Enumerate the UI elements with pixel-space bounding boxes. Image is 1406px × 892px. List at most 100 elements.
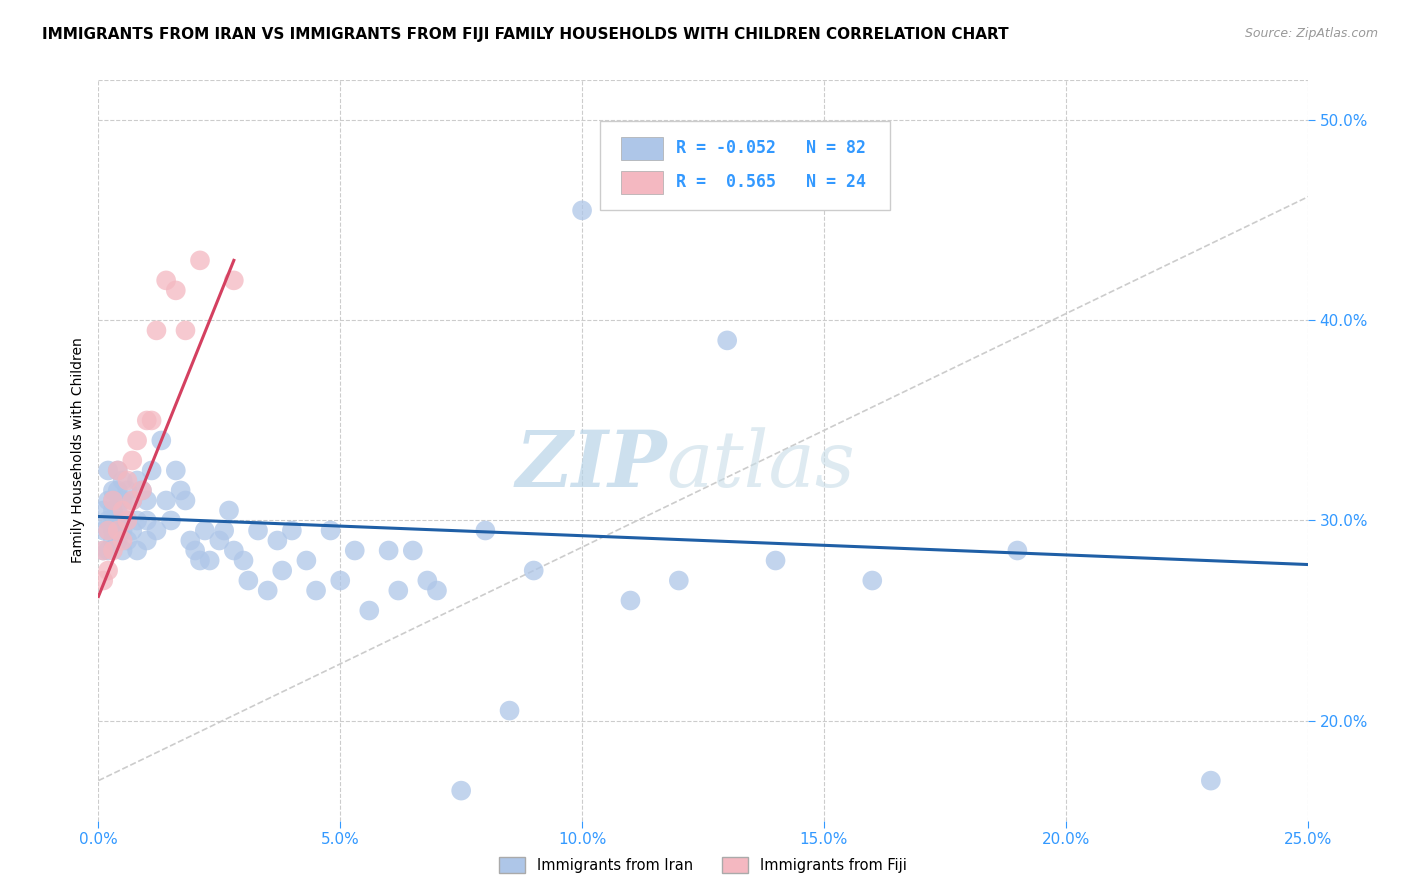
Point <box>169 483 191 498</box>
Text: R =  0.565   N = 24: R = 0.565 N = 24 <box>676 173 866 192</box>
Point <box>179 533 201 548</box>
Point <box>402 543 425 558</box>
Point <box>222 273 245 287</box>
Point <box>107 533 129 548</box>
Point <box>194 524 217 538</box>
Point <box>97 463 120 477</box>
Point <box>111 543 134 558</box>
Point <box>619 593 641 607</box>
Point <box>523 564 546 578</box>
Point <box>131 483 153 498</box>
FancyBboxPatch shape <box>621 170 664 194</box>
Point <box>165 284 187 298</box>
Point <box>101 533 124 548</box>
Point <box>474 524 496 538</box>
Point <box>141 463 163 477</box>
Point <box>131 483 153 498</box>
Point <box>359 603 381 617</box>
Point <box>141 413 163 427</box>
Point <box>377 543 399 558</box>
Point <box>121 453 143 467</box>
Point <box>271 564 294 578</box>
Point <box>101 543 124 558</box>
Point <box>97 514 120 528</box>
Point <box>295 553 318 567</box>
Point <box>107 524 129 538</box>
Point <box>571 203 593 218</box>
Point <box>127 474 149 488</box>
Point <box>232 553 254 567</box>
Point <box>117 514 139 528</box>
Point <box>97 564 120 578</box>
Point <box>135 413 157 427</box>
Point <box>450 783 472 797</box>
Point <box>498 704 520 718</box>
Point <box>117 474 139 488</box>
Text: atlas: atlas <box>666 427 855 503</box>
Point <box>111 524 134 538</box>
Point <box>97 493 120 508</box>
Point <box>101 514 124 528</box>
Point <box>111 493 134 508</box>
Point <box>97 543 120 558</box>
Point <box>160 514 183 528</box>
Point <box>101 503 124 517</box>
Point <box>329 574 352 588</box>
Point <box>184 543 207 558</box>
Point <box>1007 543 1029 558</box>
Point <box>343 543 366 558</box>
Text: ZIP: ZIP <box>515 427 666 503</box>
Point <box>97 524 120 538</box>
Point <box>319 524 342 538</box>
Point <box>208 533 231 548</box>
Point <box>218 503 240 517</box>
Point <box>101 493 124 508</box>
Point <box>281 524 304 538</box>
Text: R = -0.052   N = 82: R = -0.052 N = 82 <box>676 139 866 157</box>
Point <box>111 474 134 488</box>
Point <box>101 483 124 498</box>
Point <box>174 493 197 508</box>
Point <box>121 493 143 508</box>
Point <box>212 524 235 538</box>
Point <box>145 524 167 538</box>
Point <box>117 514 139 528</box>
Point <box>668 574 690 588</box>
Point <box>198 553 221 567</box>
Point <box>247 524 270 538</box>
Point <box>121 493 143 508</box>
Point <box>127 434 149 448</box>
Point <box>1199 773 1222 788</box>
Point <box>150 434 173 448</box>
Point <box>91 543 114 558</box>
Legend: Immigrants from Iran, Immigrants from Fiji: Immigrants from Iran, Immigrants from Fi… <box>499 856 907 872</box>
Point <box>101 493 124 508</box>
Point <box>91 543 114 558</box>
Point <box>135 493 157 508</box>
Text: Source: ZipAtlas.com: Source: ZipAtlas.com <box>1244 27 1378 40</box>
Point <box>107 463 129 477</box>
Point <box>416 574 439 588</box>
Point <box>256 583 278 598</box>
Point <box>111 503 134 517</box>
Point <box>121 524 143 538</box>
Point <box>222 543 245 558</box>
Point <box>107 483 129 498</box>
Point <box>127 543 149 558</box>
Point <box>165 463 187 477</box>
Point <box>117 533 139 548</box>
Point <box>107 514 129 528</box>
Point <box>107 503 129 517</box>
Point <box>91 503 114 517</box>
FancyBboxPatch shape <box>621 136 664 161</box>
Point <box>860 574 883 588</box>
Point <box>716 334 738 348</box>
Point <box>97 524 120 538</box>
Point <box>765 553 787 567</box>
Point <box>155 493 177 508</box>
Point <box>266 533 288 548</box>
Text: IMMIGRANTS FROM IRAN VS IMMIGRANTS FROM FIJI FAMILY HOUSEHOLDS WITH CHILDREN COR: IMMIGRANTS FROM IRAN VS IMMIGRANTS FROM … <box>42 27 1010 42</box>
Point <box>117 483 139 498</box>
Point <box>188 553 211 567</box>
Y-axis label: Family Households with Children: Family Households with Children <box>70 337 84 564</box>
